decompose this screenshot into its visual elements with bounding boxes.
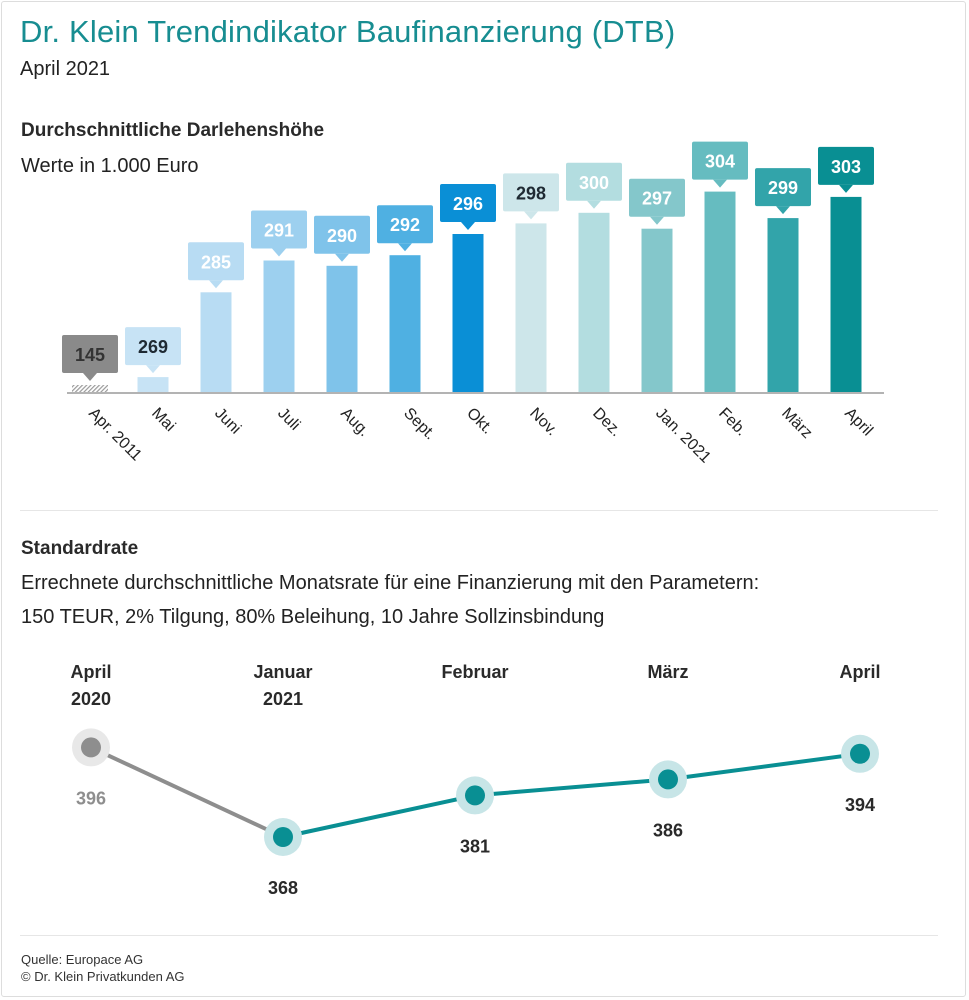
source-note: Quelle: Europace AG <box>21 952 144 967</box>
bar-label-bubble <box>629 178 685 217</box>
bar <box>767 218 799 393</box>
bar-value-label: 285 <box>201 252 231 272</box>
bar-label-pointer <box>146 365 160 374</box>
bar-group: 298 <box>503 173 559 393</box>
bar-label-pointer <box>587 200 601 209</box>
bar-label-pointer <box>839 184 853 193</box>
data-point <box>273 827 293 847</box>
bar-group: 297 <box>629 178 685 393</box>
category-label: April <box>70 662 111 682</box>
bar-label-bubble <box>818 146 874 185</box>
category-label: Februar <box>441 662 508 682</box>
bar <box>389 255 421 393</box>
category-label: Januar <box>253 662 312 682</box>
data-point <box>81 737 101 758</box>
bar-label-pointer <box>209 280 223 289</box>
bar-label-bubble <box>755 168 811 207</box>
bar-label-pointer <box>776 206 790 215</box>
bar <box>326 265 358 393</box>
bar-value-label: 292 <box>390 215 420 235</box>
bar <box>830 196 862 393</box>
page-title: Dr. Klein Trendindikator Baufinanzierung… <box>20 14 676 49</box>
bar-label-bubble <box>188 242 244 281</box>
bar-group: 303 <box>818 146 874 393</box>
bar <box>704 191 736 393</box>
point-value-label: 396 <box>76 788 106 808</box>
bar-value-label: 297 <box>642 189 672 209</box>
point-value-label: 394 <box>845 795 875 815</box>
bar-value-label: 304 <box>705 152 735 172</box>
bar-label-bubble <box>503 173 559 212</box>
bar-value-label: 300 <box>579 173 609 193</box>
category-label: März <box>647 662 688 682</box>
bar <box>137 377 169 393</box>
bar-label-pointer <box>650 216 664 225</box>
bar-group: 285 <box>188 242 244 393</box>
loan-section-title: Durchschnittliche Darlehenshöhe <box>21 120 325 141</box>
bar <box>200 292 232 393</box>
page-subtitle: April 2021 <box>20 58 111 80</box>
loan-section-note: Werte in 1.000 Euro <box>21 155 199 177</box>
bar-group: 269 <box>125 327 181 393</box>
bar-label-bubble <box>62 335 118 373</box>
bar-label-pointer <box>335 253 349 262</box>
bar-label-pointer <box>524 211 538 220</box>
footer-divider <box>20 935 938 936</box>
point-value-label: 381 <box>460 836 490 856</box>
bar-group: 291 <box>251 210 307 393</box>
bar-label-pointer <box>461 222 475 230</box>
bar-label-pointer <box>272 248 286 257</box>
bar-group: 304 <box>692 141 748 393</box>
bar-break-stub <box>72 385 108 393</box>
rate-section-title: Standardrate <box>21 538 139 559</box>
bar-label-bubble <box>440 184 496 222</box>
bar <box>641 228 673 393</box>
bar-value-label: 298 <box>516 183 546 203</box>
section-divider <box>20 510 938 511</box>
bar-value-label: 291 <box>264 221 294 241</box>
bar-value-label: 299 <box>768 178 798 198</box>
bar-label-bubble <box>125 327 181 366</box>
category-label: 2021 <box>263 689 303 709</box>
bar-label-pointer <box>713 179 727 188</box>
bar-label-bubble <box>377 205 433 244</box>
bar-label-bubble <box>692 141 748 180</box>
bar-group: 145 <box>62 335 118 393</box>
copyright-note: © Dr. Klein Privatkunden AG <box>21 969 185 984</box>
rate-section-desc-line1: Errechnete durchschnittliche Monatsrate … <box>21 572 760 594</box>
bar-label-pointer <box>83 373 97 381</box>
line-series <box>282 751 861 839</box>
bar-label-pointer <box>398 243 412 252</box>
data-point <box>850 743 870 764</box>
point-value-label: 368 <box>268 878 298 898</box>
bar-value-label: 296 <box>453 194 483 214</box>
bar <box>515 223 547 393</box>
bar-group: 290 <box>314 215 370 393</box>
bar-group: 300 <box>566 162 622 393</box>
data-point <box>658 769 678 790</box>
point-value-label: 386 <box>653 820 683 840</box>
bar-group: 299 <box>755 168 811 393</box>
bar-label-bubble <box>314 215 370 254</box>
bar <box>452 234 484 393</box>
data-point <box>465 785 485 806</box>
category-label: April <box>839 662 880 682</box>
bar-group: 296 <box>440 184 496 393</box>
bar-group: 292 <box>377 205 433 393</box>
bar <box>263 260 295 393</box>
bar-value-label: 303 <box>831 157 861 177</box>
bar-value-label: 145 <box>75 345 105 365</box>
category-label: 2020 <box>71 689 111 709</box>
rate-section-desc-line2: 150 TEUR, 2% Tilgung, 80% Beleihung, 10 … <box>21 606 605 628</box>
line-series <box>90 745 284 839</box>
bar <box>578 212 610 393</box>
bar-label-bubble <box>251 210 307 249</box>
bar-label-bubble <box>566 162 622 201</box>
bar-value-label: 269 <box>138 337 168 357</box>
bar-value-label: 290 <box>327 226 357 246</box>
